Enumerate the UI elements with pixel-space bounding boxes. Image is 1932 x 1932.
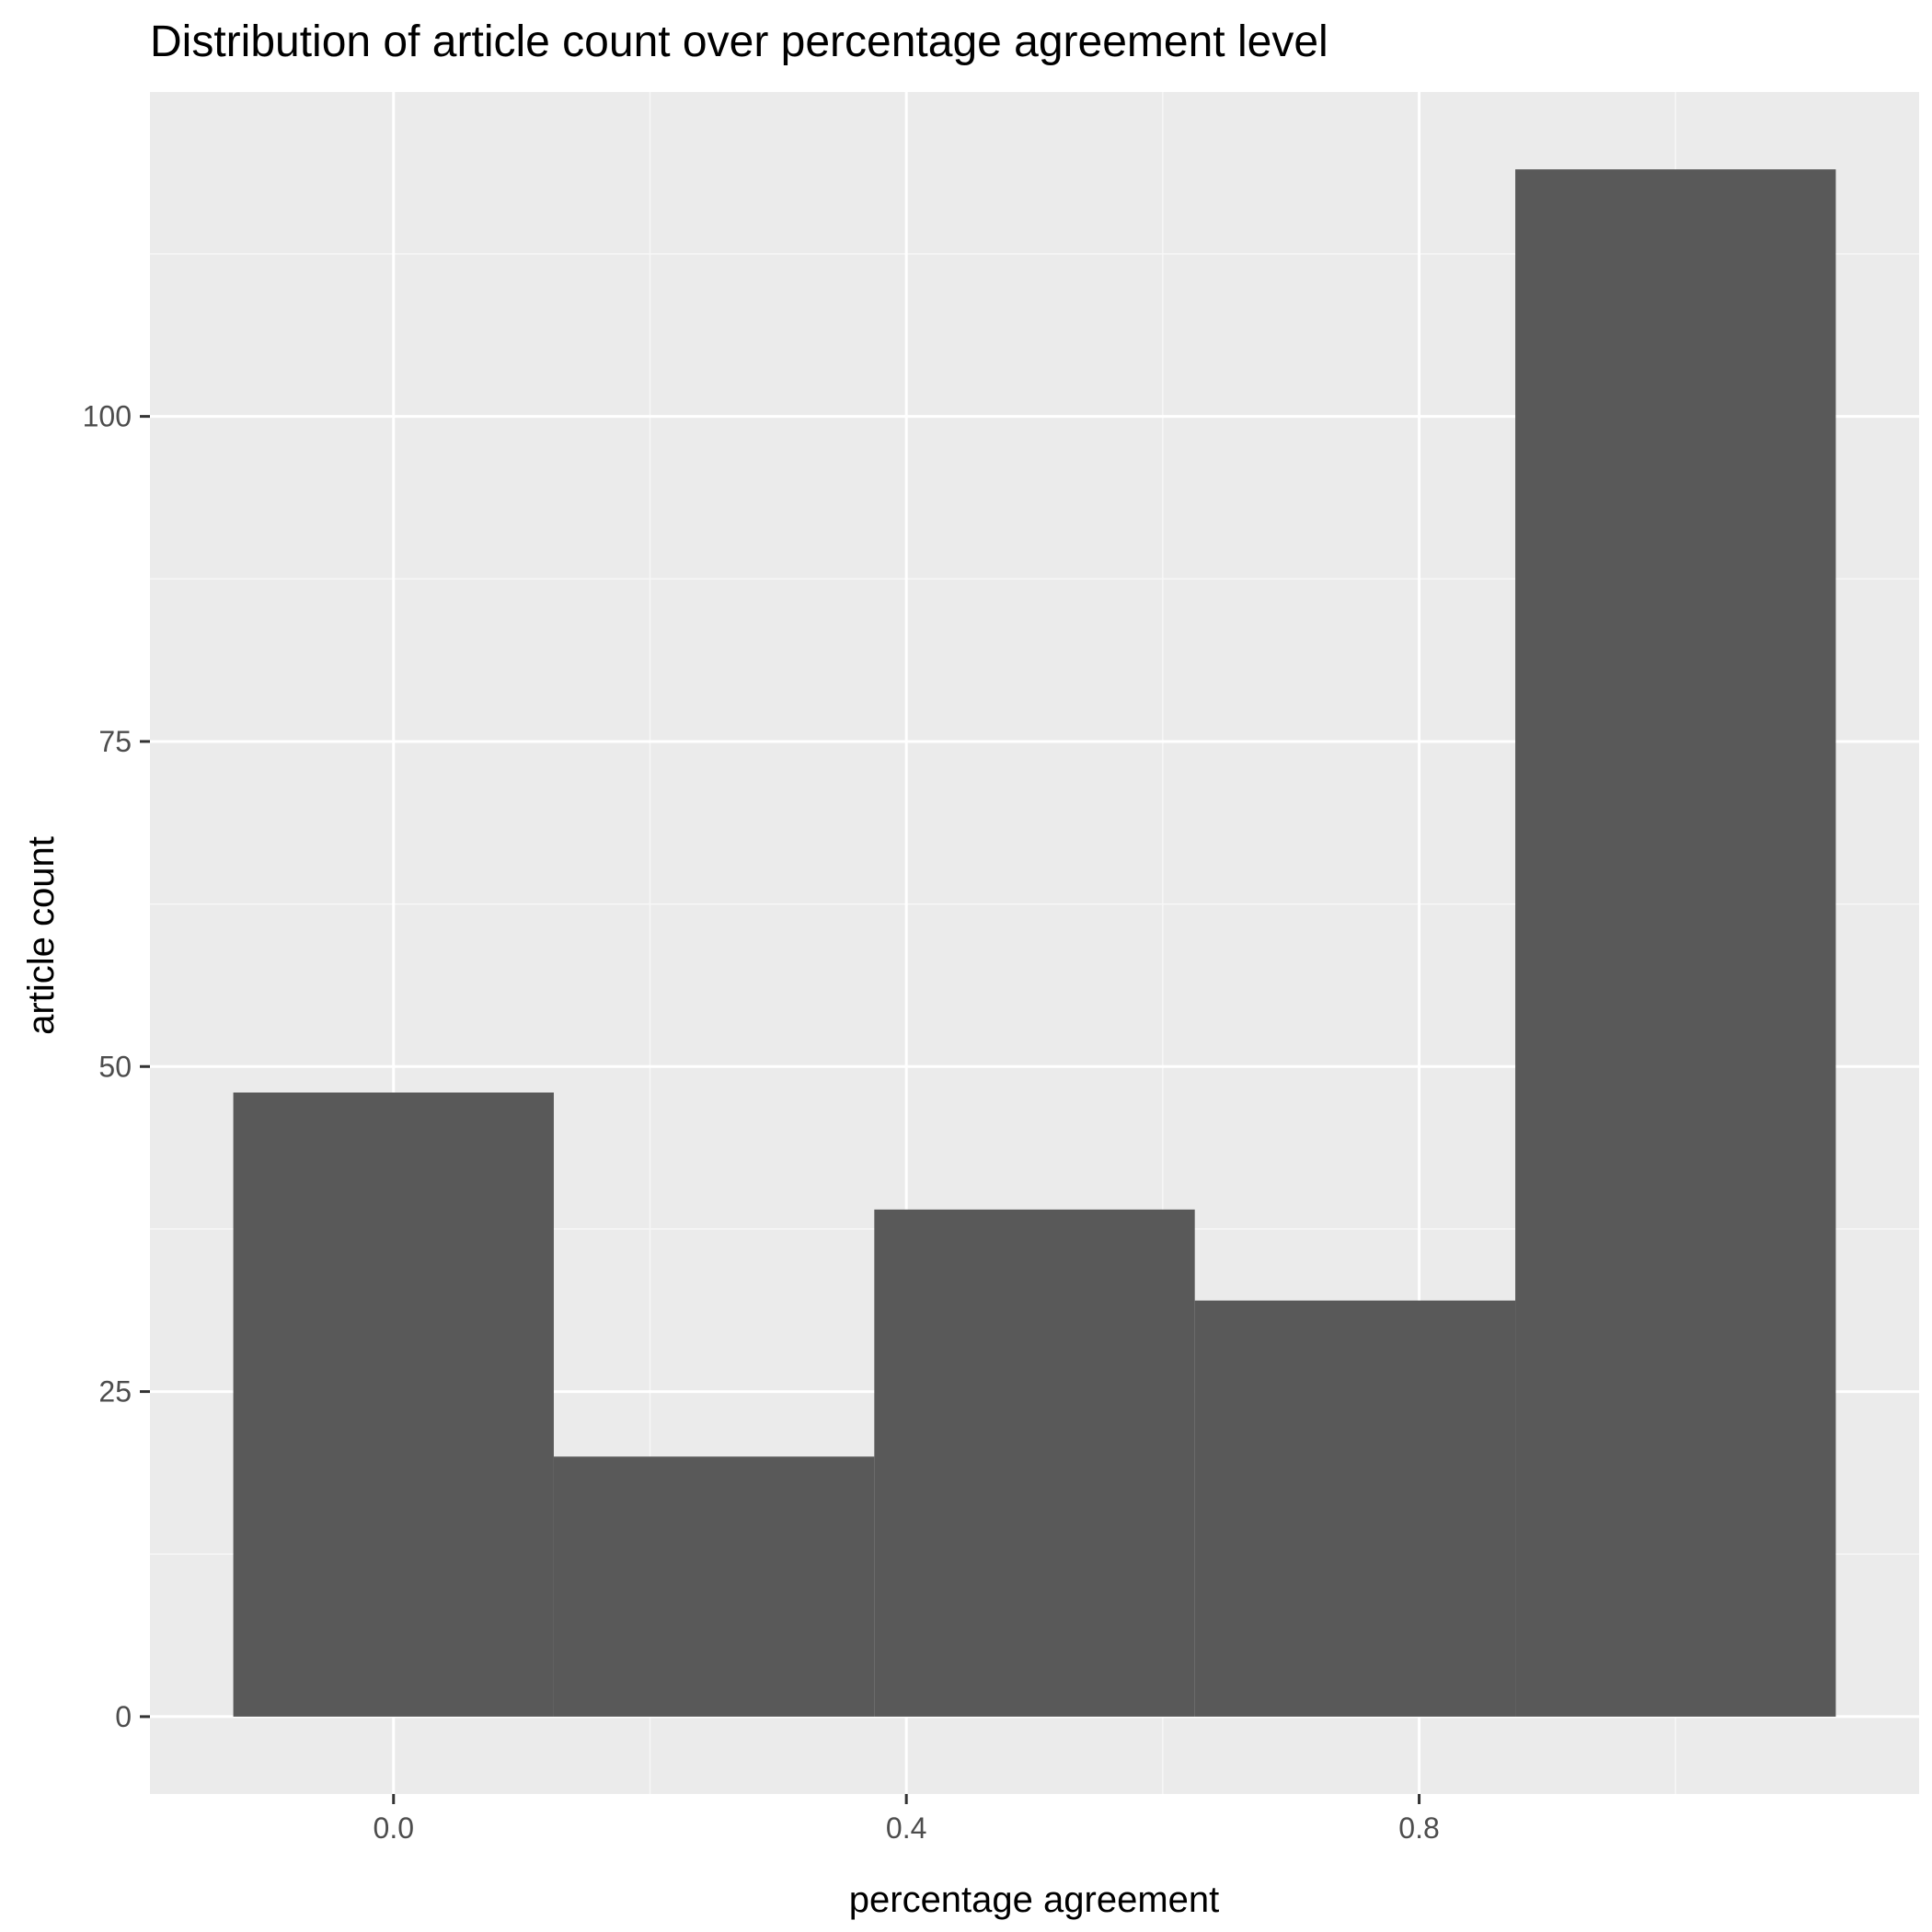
histogram-bar	[1515, 169, 1836, 1717]
x-axis: 0.0 0.4 0.8	[374, 1794, 1440, 1845]
histogram-bars	[233, 169, 1836, 1717]
y-tick-label: 100	[83, 400, 132, 433]
x-tick-label: 0.4	[886, 1811, 926, 1845]
x-tick-label: 0.8	[1398, 1811, 1439, 1845]
histogram-bar	[233, 1092, 554, 1717]
histogram-bar	[553, 1456, 875, 1717]
y-axis-title: article count	[21, 836, 62, 1035]
y-tick-label: 75	[98, 725, 132, 758]
y-tick-label: 25	[98, 1375, 132, 1409]
y-tick-label: 0	[115, 1700, 132, 1733]
x-axis-title: percentage agreement	[849, 1880, 1220, 1920]
chart-title: Distribution of article count over perce…	[150, 17, 1328, 66]
x-tick-label: 0.0	[374, 1811, 414, 1845]
y-axis: 0 25 50 75 100	[83, 400, 150, 1733]
y-tick-label: 50	[98, 1050, 132, 1083]
histogram-bar	[1194, 1300, 1516, 1717]
histogram-bar	[874, 1209, 1195, 1717]
